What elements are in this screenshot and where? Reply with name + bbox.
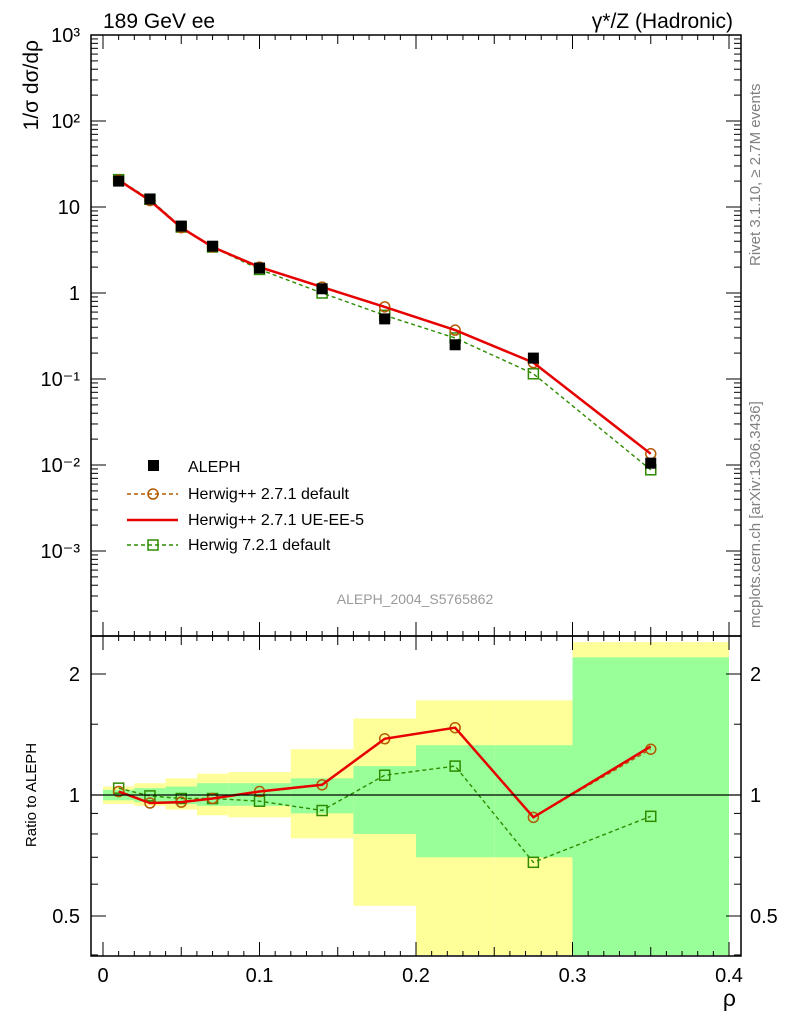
ratio-point-herwig-2-7-1-default [527, 811, 540, 824]
main-point-aleph [175, 220, 187, 232]
analysis-label: ALEPH_2004_S5765862 [337, 591, 494, 607]
legend-marker-aleph [148, 460, 159, 471]
ratio-y-tick-label-right: 1 [750, 785, 761, 807]
main-point-aleph [379, 313, 391, 325]
main-point-herwig-7-2-1-default [527, 368, 540, 380]
rivet-version-label: Rivet 3.1.10, ≥ 2.7M events [747, 84, 764, 267]
y-tick-label: 10⁻¹ [41, 369, 81, 391]
main-point-aleph [527, 352, 539, 364]
x-tick-label: 0.3 [559, 965, 587, 987]
legend-label-herwig271-default: Herwig++ 2.7.1 default [188, 486, 350, 503]
ratio-y-tick-label: 1 [69, 785, 80, 807]
main-y-axis-label: 1/σ dσ/dρ [20, 40, 43, 130]
ratio-point-herwig-7-2-1-default [144, 790, 156, 802]
main-point-aleph [144, 193, 156, 205]
y-tick-label: 10² [51, 111, 80, 133]
main-point-aleph [449, 339, 461, 351]
ratio-y-tick-label-right: 0.5 [750, 906, 778, 928]
ratio-point-herwig-7-2-1-default [527, 856, 540, 869]
ratio-point-herwig-2-7-1-default [112, 785, 125, 798]
legend-marker-herwig721-default [147, 539, 159, 551]
y-tick-label: 1 [69, 283, 80, 305]
ratio-y-axis-label: Ratio to ALEPH [23, 743, 40, 847]
ratio-point-herwig-7-2-1-default [645, 810, 657, 823]
ratio-y-tick-label-right: 2 [750, 664, 761, 686]
x-tick-label: 0 [97, 965, 108, 987]
main-point-aleph [316, 283, 328, 295]
main-point-aleph [207, 240, 219, 252]
y-tick-label: 10⁻³ [41, 541, 81, 563]
band-inner [416, 745, 495, 858]
main-point-aleph [113, 175, 125, 187]
ratio-line-herwig-2-7-1-ue-ee-5 [118, 726, 652, 819]
x-tick-label: 0.2 [402, 965, 430, 987]
ratio-point-herwig-7-2-1-default [175, 792, 187, 805]
x-tick-label: 0.1 [246, 965, 274, 987]
band-inner [353, 766, 416, 834]
header-right-label: γ*/Z (Hadronic) [592, 10, 733, 33]
main-panel [112, 173, 657, 476]
ratio-y-tick-label: 2 [69, 664, 80, 686]
main-point-herwig-2-7-1-default [449, 324, 461, 336]
legend-label-aleph: ALEPH [188, 459, 240, 476]
legend: ALEPH Herwig++ 2.7.1 default Herwig++ 2.… [127, 459, 364, 554]
main-point-herwig-2-7-1-default [378, 301, 391, 313]
y-tick-label: 10³ [51, 25, 80, 47]
axes: 10⁻³ 10⁻² 10⁻¹ 1 10 10² 10³ 0 0.1 0.2 0.3 0.4 0.5 0.5… [41, 25, 778, 987]
x-axis-label: ρ [723, 985, 736, 1011]
ratio-point-herwig-7-2-1-default [449, 760, 461, 772]
ratio-panel [112, 721, 657, 869]
x-tick-label: 0.4 [715, 965, 743, 987]
header-left-label: 189 GeV ee [103, 10, 215, 33]
main-line-herwig-2-7-1-ue-ee-5 [118, 179, 652, 455]
ratio-point-herwig-7-2-1-default [378, 769, 391, 781]
ratio-point-herwig-7-2-1-default [112, 782, 125, 794]
legend-label-herwig271-ueee5: Herwig++ 2.7.1 UE-EE-5 [188, 512, 364, 529]
main-point-aleph [254, 262, 265, 274]
mcplots-label: mcplots.cern.ch [arXiv:1306.3436] [747, 401, 764, 628]
ratio-y-tick-label: 0.5 [52, 906, 80, 928]
y-tick-label: 10⁻² [41, 455, 81, 477]
band-inner [572, 657, 729, 955]
main-line-herwig-7-2-1-default [118, 179, 652, 471]
ratio-point-herwig-7-2-1-default [316, 804, 328, 817]
legend-marker-herwig271-default [147, 488, 159, 500]
main-point-aleph [645, 457, 657, 469]
y-tick-label: 10 [58, 197, 80, 219]
legend-label-herwig721-default: Herwig 7.2.1 default [188, 537, 331, 554]
